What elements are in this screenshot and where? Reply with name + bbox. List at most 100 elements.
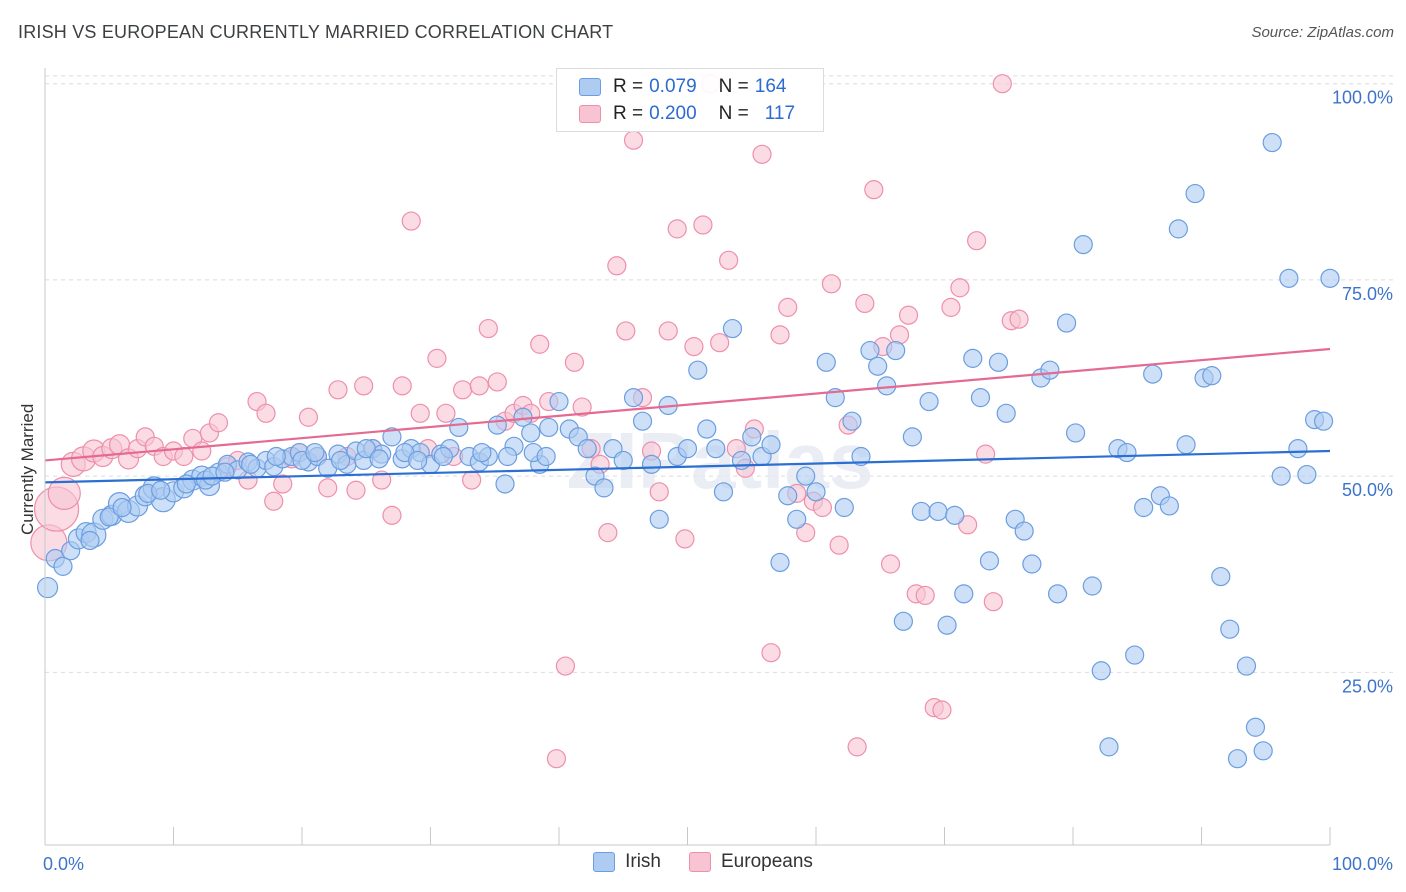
europeans-point-43 xyxy=(427,348,447,368)
irish-point-127 xyxy=(1168,219,1188,239)
irish-point-99 xyxy=(928,501,948,522)
irish-point-114 xyxy=(1056,313,1077,333)
irish-point-139 xyxy=(1271,466,1291,486)
irish-point-164 xyxy=(433,446,453,467)
irish-point-54 xyxy=(521,423,541,443)
europeans-point-90 xyxy=(829,535,849,555)
irish-point-151 xyxy=(176,474,196,494)
irish-point-155 xyxy=(241,454,261,474)
legend-item-europeans[interactable]: Europeans xyxy=(689,851,813,873)
europeans-n-label: N = xyxy=(718,103,749,124)
irish-point-94 xyxy=(886,340,906,361)
irish-point-145 xyxy=(1320,268,1340,288)
irish-point-163 xyxy=(408,450,428,471)
x-tick-label-0: 0.0% xyxy=(43,854,84,874)
y-tick-label-2: 75.0% xyxy=(1342,284,1393,304)
irish-point-144 xyxy=(1313,411,1334,431)
europeans-point-41 xyxy=(410,403,430,423)
europeans-point-46 xyxy=(453,380,473,400)
europeans-point-104 xyxy=(950,278,970,298)
europeans-point-59 xyxy=(564,352,585,372)
irish-point-165 xyxy=(472,442,492,463)
irish-point-75 xyxy=(713,482,734,502)
europeans-point-111 xyxy=(1009,309,1029,329)
europeans-point-39 xyxy=(392,376,412,396)
axes xyxy=(44,68,1331,846)
irish-point-166 xyxy=(498,446,518,467)
irish-point-150 xyxy=(151,480,171,500)
irish-point-115 xyxy=(1065,423,1086,443)
europeans-point-70 xyxy=(658,321,678,341)
irish-trend-line xyxy=(44,449,1331,484)
europeans-point-38 xyxy=(382,505,402,525)
europeans-point-109 xyxy=(992,74,1012,94)
europeans-point-89 xyxy=(821,274,842,294)
irish-point-147 xyxy=(99,507,119,527)
irish-point-104 xyxy=(970,388,991,408)
europeans-point-55 xyxy=(530,334,550,354)
irish-point-91 xyxy=(860,340,880,361)
irish-point-109 xyxy=(1014,521,1034,541)
irish-point-68 xyxy=(649,509,669,529)
europeans-point-81 xyxy=(752,144,772,164)
stats-legend: R = 0.079 N = 164 R = 0.200 N = 117 xyxy=(556,68,824,132)
irish-point-57 xyxy=(549,391,569,412)
legend-row-irish: R = 0.079 N = 164 xyxy=(579,74,786,100)
europeans-swatch xyxy=(579,105,601,123)
irish-point-105 xyxy=(979,551,1000,571)
europeans-legend-label: Europeans xyxy=(721,851,813,872)
irish-point-107 xyxy=(996,403,1016,423)
irish-point-103 xyxy=(963,348,983,368)
europeans-point-40 xyxy=(401,211,421,231)
europeans-point-66 xyxy=(623,130,644,150)
chart-title: IRISH VS EUROPEAN CURRENTLY MARRIED CORR… xyxy=(18,22,614,42)
europeans-point-106 xyxy=(967,231,987,251)
irish-point-142 xyxy=(1297,464,1317,485)
irish-point-128 xyxy=(1176,435,1196,455)
europeans-point-69 xyxy=(649,482,669,502)
irish-point-141 xyxy=(1288,439,1308,459)
irish-point-80 xyxy=(761,435,781,455)
europeans-point-26 xyxy=(273,474,293,494)
legend-item-irish[interactable]: Irish xyxy=(593,851,661,873)
irish-point-90 xyxy=(851,446,871,467)
irish-point-156 xyxy=(266,446,286,467)
irish-point-112 xyxy=(1040,360,1060,380)
irish-point-0 xyxy=(36,576,59,599)
irish-point-116 xyxy=(1073,234,1093,255)
europeans-point-19 xyxy=(208,413,229,433)
irish-point-84 xyxy=(796,466,816,486)
irish-point-123 xyxy=(1134,497,1154,518)
irish-point-154 xyxy=(215,462,235,482)
irish-point-85 xyxy=(806,482,826,502)
europeans-point-29 xyxy=(298,407,319,427)
europeans-point-47 xyxy=(462,470,482,490)
irish-point-82 xyxy=(778,486,798,506)
europeans-point-15 xyxy=(174,446,194,467)
irish-swatch xyxy=(579,78,601,96)
europeans-point-72 xyxy=(675,529,695,549)
irish-point-122 xyxy=(1125,645,1145,665)
irish-point-124 xyxy=(1143,364,1163,384)
europeans-r-label: R = xyxy=(613,103,644,124)
europeans-point-60 xyxy=(572,397,592,417)
irish-legend-swatch xyxy=(593,852,616,872)
irish-point-140 xyxy=(1279,268,1299,288)
irish-point-110 xyxy=(1022,554,1042,574)
series-legend: Irish Europeans xyxy=(0,851,1406,873)
irish-point-119 xyxy=(1099,737,1119,757)
irish-point-51 xyxy=(495,474,515,494)
irish-point-74 xyxy=(706,439,726,459)
irish-point-95 xyxy=(893,611,913,631)
tick-labels: 25.0% 50.0% 75.0% 100.0% 0.0% 100.0% xyxy=(43,88,1393,874)
irish-point-88 xyxy=(834,497,854,518)
europeans-point-25 xyxy=(264,491,284,511)
europeans-legend-swatch xyxy=(689,852,711,872)
europeans-point-50 xyxy=(487,372,507,392)
europeans-r-value: 0.200 xyxy=(649,103,697,124)
europeans-point-86 xyxy=(796,523,816,543)
irish-point-71 xyxy=(677,439,698,459)
irish-r-value: 0.079 xyxy=(649,76,697,97)
irish-point-92 xyxy=(868,356,888,376)
